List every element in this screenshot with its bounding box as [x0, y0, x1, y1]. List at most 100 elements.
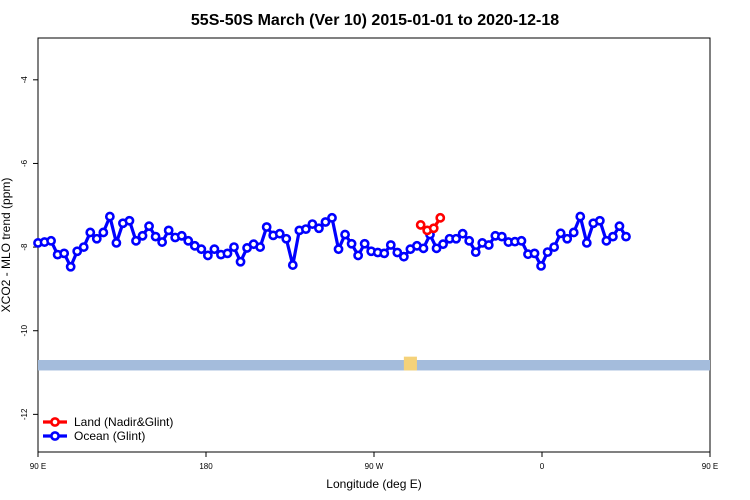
data-point-ocean-glint: [111, 238, 122, 248]
data-point-ocean-glint: [549, 242, 560, 252]
data-point-ocean-glint: [601, 235, 612, 246]
data-point-ocean-glint: [124, 215, 135, 226]
land-mask-band: [38, 360, 710, 371]
x-axis-label: Longitude (deg E): [326, 477, 421, 491]
data-point-ocean-glint: [46, 235, 56, 246]
data-point-ocean-glint: [621, 231, 631, 242]
data-point-ocean-glint: [529, 248, 540, 259]
data-point-ocean-glint: [255, 242, 266, 252]
data-point-ocean-glint: [287, 260, 298, 270]
data-point-ocean-glint: [176, 230, 187, 241]
y-tick-label: -12: [20, 408, 29, 420]
data-point-ocean-glint: [464, 235, 475, 246]
data-point-ocean-glint: [261, 222, 272, 232]
data-point-ocean-glint: [281, 233, 292, 244]
data-point-ocean-glint: [568, 227, 579, 238]
data-point-ocean-glint: [78, 242, 89, 252]
data-point-ocean-glint: [274, 228, 285, 239]
x-tick-label: 0: [540, 462, 545, 471]
data-point-ocean-glint: [98, 227, 109, 238]
data-point-ocean-glint: [144, 221, 154, 232]
y-tick-label: -8: [20, 243, 29, 251]
data-point-ocean-glint: [229, 242, 239, 252]
y-tick-label: -6: [20, 159, 29, 167]
data-point-ocean-glint: [85, 227, 96, 238]
data-point-ocean-glint: [202, 250, 213, 261]
y-axis-label: XCO2 - MLO trend (ppm): [0, 178, 13, 313]
legend-swatch-marker: [50, 431, 60, 441]
data-point-ocean-glint: [608, 231, 618, 242]
series-ocean-glint: [33, 211, 631, 272]
data-point-ocean-glint: [581, 238, 592, 248]
data-point-ocean-glint: [209, 244, 220, 255]
x-tick-label: 90 E: [702, 462, 718, 471]
y-tick-label: -4: [20, 76, 29, 84]
legend-label: Land (Nadir&Glint): [74, 415, 173, 429]
data-point-ocean-glint: [457, 228, 468, 239]
data-point-land-nadir-glint: [415, 220, 426, 230]
data-point-ocean-glint: [340, 229, 350, 240]
x-tick-label: 90 E: [30, 462, 46, 471]
plot-frame: [37, 37, 711, 453]
plot-area: [37, 37, 711, 453]
data-point-ocean-glint: [353, 250, 364, 261]
data-point-ocean-glint: [65, 261, 76, 272]
data-point-ocean-glint: [320, 217, 331, 227]
legend: Land (Nadir&Glint)Ocean (Glint): [43, 415, 173, 443]
legend-swatch-marker: [50, 417, 60, 427]
data-point-ocean-glint: [196, 244, 207, 255]
series-land-nadir-glint: [415, 212, 446, 236]
data-point-ocean-glint: [470, 247, 481, 258]
x-tick-label: 180: [199, 462, 213, 471]
data-point-ocean-glint: [431, 243, 442, 254]
data-point-ocean-glint: [131, 235, 141, 246]
legend-label: Ocean (Glint): [74, 429, 145, 443]
data-point-ocean-glint: [137, 230, 148, 241]
data-point-ocean-glint: [516, 235, 527, 246]
data-point-ocean-glint: [594, 215, 605, 226]
data-point-ocean-glint: [91, 233, 102, 244]
annotation-bands: [38, 356, 710, 371]
y-axis: -4 -6 -8 -10 -12: [20, 76, 38, 420]
series-layer: [33, 211, 631, 272]
legend-item-ocean-glint: Ocean (Glint): [43, 429, 145, 443]
data-point-ocean-glint: [379, 248, 390, 259]
data-point-ocean-glint: [555, 228, 566, 239]
data-point-ocean-glint: [542, 247, 553, 258]
data-point-ocean-glint: [163, 225, 174, 236]
data-point-ocean-glint: [451, 233, 462, 244]
data-point-ocean-glint: [72, 246, 83, 257]
data-point-ocean-glint: [418, 243, 429, 254]
data-point-ocean-glint: [359, 238, 370, 249]
data-point-land-nadir-glint: [435, 212, 446, 223]
data-point-ocean-glint: [300, 224, 311, 235]
data-point-ocean-glint: [183, 235, 194, 246]
y-tick-label: -10: [20, 324, 29, 336]
data-point-ocean-glint: [307, 219, 318, 229]
data-point-ocean-glint: [104, 211, 115, 222]
data-point-ocean-glint: [483, 240, 494, 250]
legend-item-land-nadir-glint: Land (Nadir&Glint): [43, 415, 173, 429]
data-point-ocean-glint: [562, 233, 573, 244]
data-point-ocean-glint: [496, 231, 507, 242]
data-point-ocean-glint: [59, 248, 70, 259]
data-point-ocean-glint: [575, 211, 586, 222]
chart-title: 55S-50S March (Ver 10) 2015-01-01 to 202…: [191, 12, 559, 29]
data-point-ocean-glint: [333, 244, 344, 255]
x-tick-label: 90 W: [365, 462, 384, 471]
data-point-land-nadir-glint: [428, 223, 439, 234]
data-point-ocean-glint: [385, 240, 396, 250]
data-point-ocean-glint: [235, 256, 246, 267]
data-point-ocean-glint: [314, 223, 324, 234]
data-point-ocean-glint: [222, 248, 233, 259]
data-point-ocean-glint: [614, 221, 625, 232]
data-point-ocean-glint: [398, 251, 409, 262]
land-mask-patch: [403, 356, 417, 371]
data-point-ocean-glint: [536, 261, 546, 271]
data-point-ocean-glint: [150, 231, 161, 242]
data-point-ocean-glint: [392, 247, 403, 258]
data-point-ocean-glint: [327, 212, 337, 223]
data-point-ocean-glint: [438, 239, 448, 250]
data-point-ocean-glint: [346, 238, 357, 249]
